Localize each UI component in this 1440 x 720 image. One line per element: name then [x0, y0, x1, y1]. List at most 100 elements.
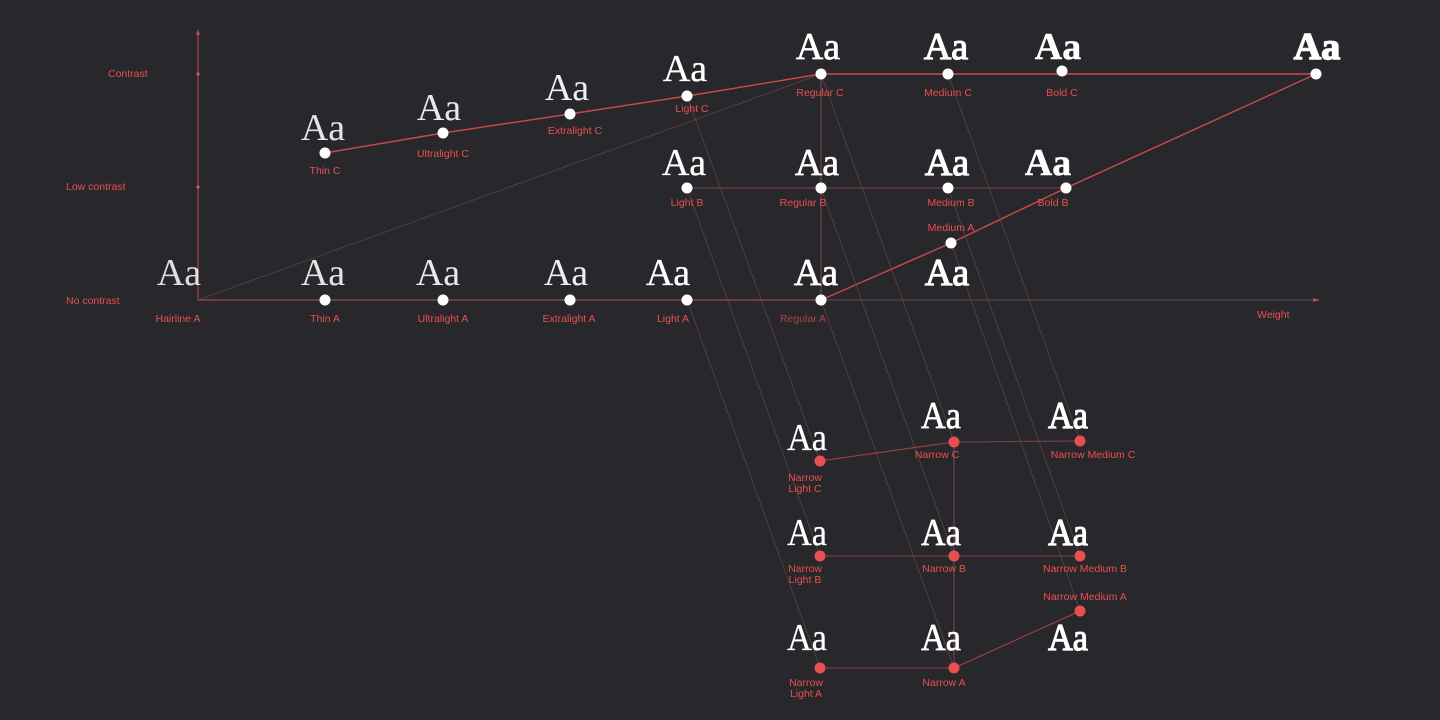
node-ultralight-a: Aa Ultralight A: [416, 252, 469, 325]
edge-regular-c-to-narrow-c: [820, 73, 955, 443]
glyph-sample: Aa: [794, 252, 838, 294]
y-axis-arrow-icon: [196, 29, 200, 35]
glyph-sample: Aa: [787, 511, 827, 553]
node-narrow-medium-c: Aa Narrow Medium C: [1048, 394, 1136, 461]
edge-extralight-c-to-light-c: [569, 95, 688, 115]
node-medium-c: Aa Medium C: [923, 25, 972, 99]
node-light-b: Aa Light B: [662, 142, 707, 209]
node-label: Ultralight A: [418, 313, 469, 325]
node-label: Narrow: [788, 563, 822, 575]
node-light-a: Aa Light A: [646, 252, 693, 325]
node-dot: [815, 294, 827, 306]
node-dot: [564, 294, 576, 306]
node-dot: [814, 662, 826, 674]
y-tick-contrast: [196, 72, 200, 76]
node-dot: [1056, 65, 1068, 77]
node-label: Light A: [790, 688, 822, 700]
glyph-sample: Aa: [544, 252, 588, 294]
glyph-sample: Aa: [924, 26, 968, 68]
x-label-weight: Weight: [1257, 309, 1290, 321]
glyph-sample: Aa: [1048, 394, 1088, 436]
edge-narrow-light-c-to-narrow-c: [819, 441, 955, 462]
nodes-layer: Aa Hairline A Aa Thin A Aa Ultralight A Aa Extr…: [156, 25, 1341, 700]
node-dot: [1310, 68, 1322, 80]
node-label: Narrow B: [922, 563, 966, 575]
glyph-sample: Aa: [646, 252, 690, 294]
node-label: Regular B: [780, 197, 827, 209]
node-label: Narrow Medium A: [1043, 591, 1126, 603]
node-dot: [1060, 182, 1072, 194]
edge-light-c-to-narrow-light-c: [686, 95, 821, 462]
y-label-contrast: Contrast: [108, 68, 148, 80]
node-dot: [564, 108, 576, 120]
node-medium-a: Aa Medium A: [924, 222, 974, 295]
node-dot: [437, 294, 449, 306]
node-label: Medium B: [927, 197, 974, 209]
node-bold-c: Aa Bold C: [1035, 26, 1082, 99]
edge-medium-b-to-narrow-medium-b: [947, 187, 1081, 557]
node-narrow-medium-a: Aa Narrow Medium A: [1043, 591, 1126, 659]
node-label: Light B: [789, 574, 822, 586]
glyph-sample: Aa: [662, 142, 706, 184]
edge-medium-c-to-narrow-medium-c: [947, 73, 1081, 442]
node-label: Light C: [788, 483, 822, 495]
y-tick-low-contrast: [196, 185, 200, 189]
edge-medium-a-to-narrow-medium-a: [950, 242, 1081, 612]
glyph-sample: Aa: [795, 142, 839, 184]
x-axis-arrow-icon: [1313, 298, 1320, 302]
glyph-sample: Aa: [157, 252, 201, 294]
edge-light-b-to-narrow-light-b: [686, 187, 821, 557]
node-label: Light B: [671, 197, 704, 209]
edge-light-c-to-regular-c: [686, 73, 822, 97]
edge-thin-c-to-ultralight-c: [324, 132, 444, 154]
node-black-c: Aa: [1293, 25, 1341, 80]
node-extralight-a: Aa Extralight A: [542, 252, 595, 325]
edge-ultralight-c-to-extralight-c: [442, 113, 571, 134]
node-dot: [948, 436, 960, 448]
node-label: Light A: [657, 313, 689, 325]
node-narrow-c: Aa Narrow C: [915, 394, 961, 461]
edge-narrow-a-to-narrow-medium-a: [953, 610, 1081, 669]
node-label: Narrow Medium B: [1043, 563, 1127, 575]
y-label-low-contrast: Low contrast: [66, 181, 126, 193]
edge-medium-a-to-regular-a: [820, 242, 952, 301]
node-dot: [948, 550, 960, 562]
node-label: Narrow Medium C: [1051, 449, 1136, 461]
edge-bold-b-to-medium-a: [950, 187, 1067, 244]
node-ultralight-c: Aa Ultralight C: [417, 87, 470, 160]
glyph-sample: Aa: [1294, 26, 1340, 68]
node-light-c: Aa Light C: [663, 48, 709, 115]
node-dot: [815, 182, 827, 194]
edge-light-a-to-narrow-light-a: [686, 299, 821, 669]
node-label: Regular A: [780, 313, 826, 325]
glyph-sample: Aa: [787, 616, 827, 658]
edge-hairline-a-to-regular-c: [197, 73, 822, 301]
node-dot: [814, 455, 826, 467]
node-thin-a: Aa Thin A: [301, 252, 345, 325]
node-label: Narrow C: [915, 449, 960, 461]
node-bold-b: Aa Bold B: [1025, 142, 1072, 209]
glyph-sample: Aa: [663, 48, 707, 90]
node-label: Ultralight C: [417, 148, 469, 160]
glyph-sample: Aa: [787, 416, 827, 458]
node-dot: [814, 550, 826, 562]
edges-layer: [197, 73, 1317, 669]
node-label: Hairline A: [156, 313, 201, 325]
node-regular-a: Aa Regular A: [780, 252, 839, 325]
node-regular-b: Aa Regular B: [780, 142, 840, 209]
glyph-sample: Aa: [921, 616, 961, 658]
node-thin-c: Aa Thin C: [301, 107, 345, 177]
node-label: Light C: [675, 103, 709, 115]
node-label: Extralight C: [548, 125, 603, 137]
glyph-sample: Aa: [1048, 616, 1088, 658]
node-narrow-a: Aa Narrow A: [921, 616, 966, 689]
node-label: Thin C: [310, 165, 341, 177]
glyph-sample: Aa: [416, 252, 460, 294]
axes: Contrast Low contrast No contrast Weight: [66, 29, 1320, 321]
node-label: Narrow: [789, 677, 823, 689]
y-label-no-contrast: No contrast: [66, 295, 120, 307]
node-label: Thin A: [310, 313, 340, 325]
node-label: Bold C: [1046, 87, 1078, 99]
node-narrow-b: Aa Narrow B: [921, 511, 966, 575]
